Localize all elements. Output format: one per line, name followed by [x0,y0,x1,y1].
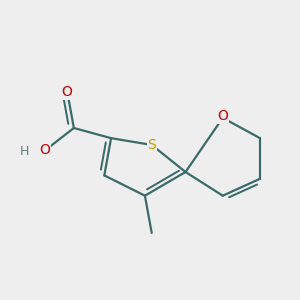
Text: O: O [61,85,73,100]
Text: O: O [217,109,228,123]
Text: O: O [40,143,50,157]
Text: H: H [20,145,29,158]
Text: S: S [147,138,156,152]
